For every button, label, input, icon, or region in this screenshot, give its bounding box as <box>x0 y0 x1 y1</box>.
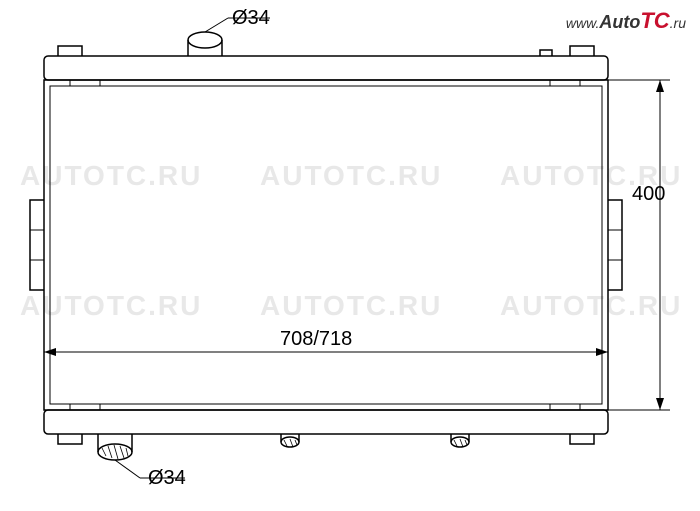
technical-drawing: 708/718 400 Ø34 Ø34 <box>0 0 700 511</box>
logo-main: Auto <box>599 12 640 32</box>
logo-prefix: www. <box>566 15 599 31</box>
logo-suffix: .ru <box>670 15 686 31</box>
dim-height-text: 400 <box>632 183 665 205</box>
dim-width-text: 708/718 <box>280 328 352 350</box>
dim-inlet-text: Ø34 <box>232 7 270 29</box>
site-logo: www.AutoTC.ru <box>566 8 686 34</box>
dim-outlet-text: Ø34 <box>148 467 186 489</box>
logo-accent: TC <box>640 8 669 33</box>
